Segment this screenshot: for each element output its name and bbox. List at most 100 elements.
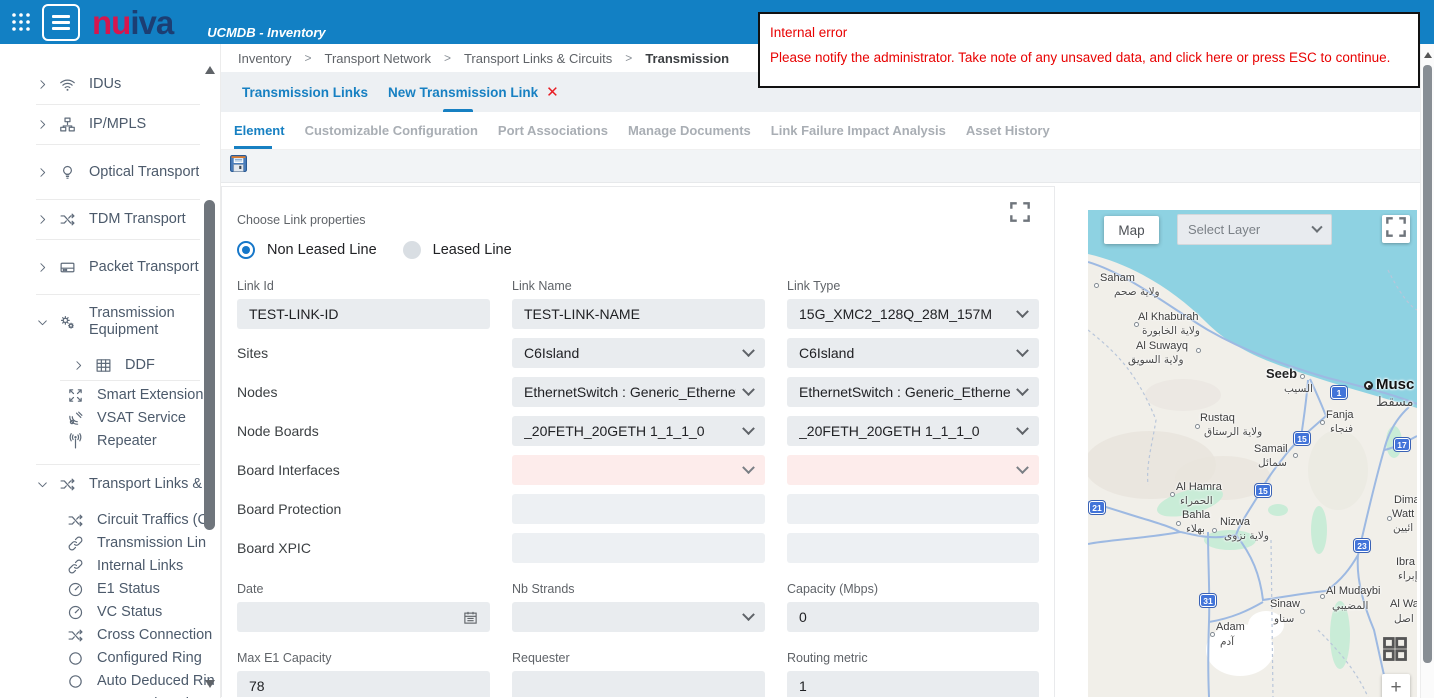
breadcrumb-item[interactable]: Transport Network [324,50,431,66]
board-protection-input-a [512,494,765,524]
fullscreen-icon[interactable] [1005,197,1035,227]
sidebar-item-transmission-equipment[interactable]: Transmission Equipment [0,298,220,346]
link-id-input[interactable]: TEST-LINK-ID [237,299,490,329]
link-name-input[interactable]: TEST-LINK-NAME [512,299,765,329]
sites-select-a[interactable]: C6Island [512,338,765,368]
calendar-icon[interactable] [463,610,478,625]
nb-strands-select[interactable] [512,602,765,632]
board-xpic-input-b [787,533,1039,563]
scroll-down-icon[interactable] [205,680,215,688]
node-boards-select-b[interactable]: _20FETH_20GETH 1_1_1_0 [787,416,1039,446]
tab-new-transmission-link[interactable]: New Transmission Link ✕ [388,83,559,101]
chevron-down-icon [742,607,755,621]
tab-asset-history[interactable]: Asset History [965,123,1050,138]
radio-leased-line[interactable]: Leased Line [402,241,512,259]
sidebar-item-label: DDF [125,357,155,374]
hamburger-menu-button[interactable] [42,3,80,41]
map-label-ar: سمائل [1258,457,1287,469]
chevron-down-icon [34,477,50,493]
radio-selected-icon[interactable] [237,241,255,259]
sidebar-item-auto-deduced-cor[interactable]: Auto Deduced Cor [0,693,220,698]
active-subtab-indicator [234,146,272,149]
node-boards-select-a[interactable]: _20FETH_20GETH 1_1_1_0 [512,416,765,446]
map-label-ar: فنجاء [1330,423,1354,435]
capacity-input[interactable]: 0 [787,602,1039,632]
board-protection-input-b [787,494,1039,524]
sidebar-item-auto-deduced-ring[interactable]: Auto Deduced Rin [0,670,220,693]
map-tiles-button[interactable] [1380,636,1410,666]
sidebar-item-ip-mpls[interactable]: IP/MPLS [0,108,220,141]
board-interfaces-label: Board Interfaces [237,462,340,478]
board-xpic-label: Board XPIC [237,540,311,556]
sidebar-item-idus[interactable]: IDUs [0,68,220,101]
tab-link-failure-impact-analysis[interactable]: Link Failure Impact Analysis [770,123,946,138]
nb-strands-label: Nb Strands [512,582,575,596]
save-button[interactable] [227,155,249,177]
error-banner[interactable]: Internal error Please notify the adminis… [758,12,1420,88]
sidebar-item-e1-status[interactable]: E1 Status [0,578,220,601]
nodes-select-b[interactable]: EthernetSwitch : Generic_EthernetS [787,377,1039,407]
max-e1-capacity-input[interactable]: 78 [237,671,490,697]
tab-manage-documents[interactable]: Manage Documents [627,123,751,138]
requester-input[interactable] [512,671,765,697]
tab-port-associations[interactable]: Port Associations [497,123,608,138]
scroll-up-icon[interactable] [205,66,215,74]
scrollbar-thumb[interactable] [1423,65,1432,663]
apps-grid-icon[interactable] [6,7,36,37]
sidebar-item-ddf[interactable]: DDF [0,354,220,377]
sidebar-item-packet-transport[interactable]: Packet Transport [0,243,220,291]
nodes-select-a[interactable]: EthernetSwitch : Generic_EthernetS [512,377,765,407]
scroll-up-icon[interactable] [1424,52,1432,58]
map-type-button[interactable]: Map [1104,216,1159,244]
map-panel[interactable]: Saham ولاية صحم Al Khaburah ولاية الخابو… [1088,210,1417,697]
map-zoom-in-button[interactable]: + [1382,674,1410,697]
sidebar-item-smart-extension[interactable]: Smart Extension [0,384,220,407]
page-scrollbar[interactable] [1420,44,1434,698]
chevron-down-icon [1016,421,1029,435]
board-interfaces-select-a[interactable] [512,455,765,485]
sidebar-item-optical-transport[interactable]: Optical Transport [0,148,220,196]
radio-unselected-icon[interactable] [402,241,421,259]
sidebar-item-tdm-transport[interactable]: TDM Transport [0,203,220,236]
sidebar-item-circuit-traffics[interactable]: Circuit Traffics (Ci [0,509,220,532]
board-interfaces-select-b[interactable] [787,455,1039,485]
date-input[interactable] [237,602,490,632]
sidebar-item-vc-status[interactable]: VC Status [0,601,220,624]
sidebar-scrollbar[interactable] [202,60,216,690]
radio-non-leased-line[interactable]: Non Leased Line [237,241,377,259]
map-fullscreen-button[interactable] [1382,215,1410,243]
chevron-down-icon [1016,343,1029,357]
chevron-right-icon [34,164,50,180]
tab-customizable-configuration[interactable]: Customizable Configuration [304,123,478,138]
map-label-ar: إبراء [1398,570,1417,582]
map-label: Ibra [1396,556,1415,568]
sidebar-item-repeater[interactable]: Repeater [0,430,220,453]
road-shield: 17 [1394,438,1410,451]
sidebar-item-internal-links[interactable]: Internal Links [0,555,220,578]
link-type-select[interactable]: 15G_XMC2_128Q_28M_157M [787,299,1039,329]
sidebar-item-configured-ring[interactable]: Configured Ring [0,647,220,670]
section-label: Choose Link properties [237,213,366,227]
tab-element[interactable]: Element [234,123,285,138]
sidebar-item-vsat-service[interactable]: VSAT Service [0,407,220,430]
sidebar-item-transmission-links[interactable]: Transmission Lin [0,532,220,555]
satellite-icon [66,410,84,428]
brand-logo: nuiva [92,6,174,39]
form-toolbar [221,150,1420,183]
close-icon[interactable]: ✕ [546,84,559,101]
scrollbar-thumb[interactable] [204,200,215,530]
sites-select-b[interactable]: C6Island [787,338,1039,368]
breadcrumb-item[interactable]: Inventory [238,50,292,66]
sidebar-item-transport-links-circuits[interactable]: Transport Links & C [0,468,220,501]
sidebar-item-cross-connection[interactable]: Cross Connection [0,624,220,647]
chevron-right-icon [34,117,50,133]
routing-metric-input[interactable]: 1 [787,671,1039,697]
sidebar-item-label: Auto Deduced Cor [97,696,216,698]
map-label: Watt [1392,508,1415,520]
sidebar-item-label: Auto Deduced Rin [97,673,215,690]
layer-select[interactable]: Select Layer [1177,214,1332,245]
link-icon [66,558,84,576]
gauge-icon [66,581,84,599]
tab-transmission-links[interactable]: Transmission Links [242,85,368,100]
breadcrumb-item[interactable]: Transport Links & Circuits [463,50,613,66]
